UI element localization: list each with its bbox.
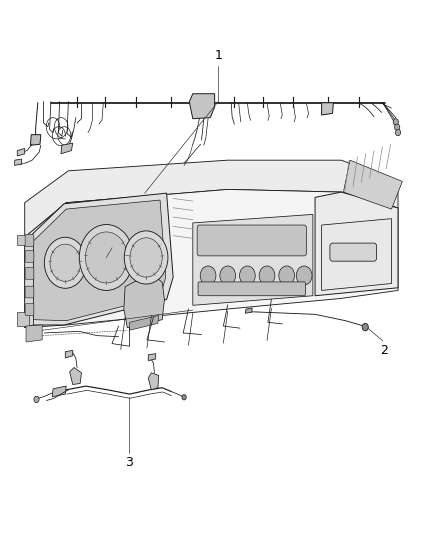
Circle shape: [393, 119, 399, 125]
Circle shape: [50, 244, 81, 281]
Polygon shape: [25, 189, 398, 328]
Polygon shape: [17, 149, 25, 156]
Polygon shape: [25, 237, 33, 328]
Text: 2: 2: [380, 344, 388, 357]
FancyBboxPatch shape: [25, 268, 34, 279]
FancyBboxPatch shape: [25, 235, 34, 246]
Polygon shape: [124, 273, 164, 328]
Polygon shape: [30, 135, 41, 146]
Circle shape: [130, 238, 162, 277]
Circle shape: [220, 266, 236, 285]
Polygon shape: [315, 192, 398, 296]
Circle shape: [200, 266, 216, 285]
FancyBboxPatch shape: [25, 304, 34, 316]
Polygon shape: [25, 160, 398, 237]
FancyBboxPatch shape: [330, 243, 377, 261]
Polygon shape: [189, 94, 215, 119]
Text: 3: 3: [126, 456, 134, 469]
Polygon shape: [130, 316, 159, 330]
Polygon shape: [26, 325, 42, 342]
Text: 1: 1: [214, 49, 222, 62]
Polygon shape: [17, 312, 29, 326]
Circle shape: [44, 237, 86, 288]
Polygon shape: [321, 103, 333, 115]
Polygon shape: [29, 193, 173, 325]
Polygon shape: [321, 219, 392, 290]
Circle shape: [124, 231, 168, 284]
Polygon shape: [61, 143, 73, 154]
Polygon shape: [65, 351, 73, 358]
Polygon shape: [193, 214, 313, 305]
FancyBboxPatch shape: [25, 286, 34, 298]
Polygon shape: [14, 159, 21, 165]
Polygon shape: [343, 160, 403, 209]
Polygon shape: [148, 373, 159, 390]
Circle shape: [395, 124, 400, 131]
FancyBboxPatch shape: [197, 225, 306, 256]
Circle shape: [182, 394, 186, 400]
FancyBboxPatch shape: [25, 251, 34, 262]
Circle shape: [279, 266, 294, 285]
Polygon shape: [52, 386, 66, 397]
Circle shape: [296, 266, 312, 285]
Polygon shape: [70, 368, 81, 384]
Polygon shape: [17, 235, 29, 245]
Polygon shape: [33, 200, 166, 321]
Circle shape: [362, 324, 368, 331]
Circle shape: [259, 266, 275, 285]
Polygon shape: [148, 354, 155, 361]
FancyBboxPatch shape: [198, 282, 305, 296]
Circle shape: [240, 266, 255, 285]
Circle shape: [396, 130, 401, 136]
Circle shape: [79, 224, 134, 290]
Circle shape: [85, 232, 127, 283]
Circle shape: [34, 396, 39, 402]
Polygon shape: [245, 308, 252, 313]
